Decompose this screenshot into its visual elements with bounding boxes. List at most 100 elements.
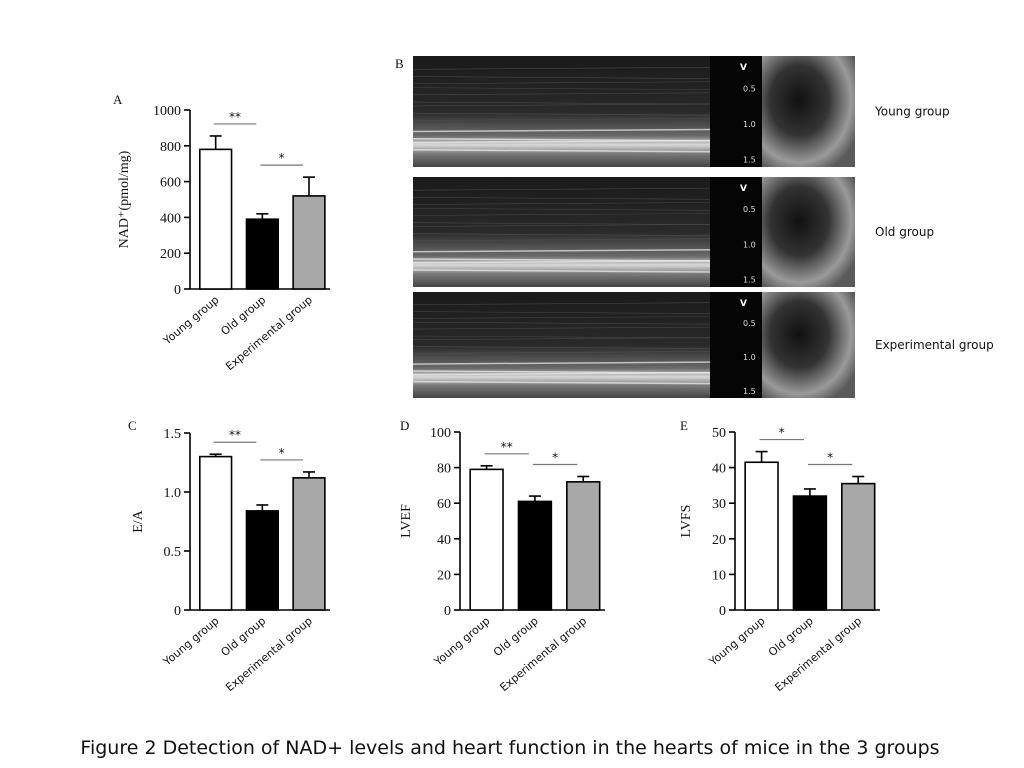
x-tick-label: Experimental group	[223, 614, 315, 694]
y-tick-label: 40	[437, 533, 451, 548]
panel-label: D	[400, 418, 409, 433]
image-texture	[412, 321, 711, 325]
x-tick-label: Young group	[160, 293, 222, 348]
bar	[841, 482, 876, 611]
y-tick-label: 0	[444, 604, 451, 619]
y-axis-label: LVFS	[679, 505, 694, 538]
bar	[744, 461, 779, 611]
x-tick-label: Young group	[706, 614, 768, 669]
y-tick-label: 0	[174, 283, 181, 298]
image-texture	[412, 101, 711, 105]
y-tick-label: 200	[160, 247, 181, 262]
image-texture	[412, 269, 711, 273]
x-tick-label: Experimental group	[223, 293, 315, 373]
image-texture	[412, 346, 711, 349]
bar	[245, 218, 279, 290]
y-tick-label: 0	[719, 604, 726, 619]
image-texture	[412, 380, 711, 385]
b-mode-image	[762, 292, 855, 398]
scale-label: 1.5	[743, 387, 756, 396]
significance-label: *	[552, 451, 558, 465]
b-mode-image	[762, 56, 855, 167]
y-tick-label: 600	[160, 176, 181, 191]
image-texture	[412, 202, 711, 205]
image-texture	[412, 335, 711, 339]
bar	[469, 468, 504, 611]
image-texture	[412, 238, 711, 242]
m-mode-image	[413, 56, 710, 167]
y-tick-label: 800	[160, 140, 181, 155]
y-tick-label: 20	[437, 568, 451, 583]
significance-label: **	[229, 428, 241, 442]
image-texture	[412, 112, 711, 116]
image-texture	[412, 208, 711, 211]
panel-label: E	[680, 418, 688, 433]
x-tick-label: Old group	[766, 614, 816, 659]
y-tick-label: 0.5	[164, 545, 182, 560]
image-texture	[412, 249, 711, 253]
image-texture	[412, 81, 711, 85]
bar	[292, 195, 326, 290]
y-tick-label: 1.0	[164, 486, 182, 501]
panel-label: B	[395, 56, 404, 71]
image-texture	[412, 316, 711, 319]
significance-label: *	[779, 426, 785, 440]
image-texture	[412, 149, 711, 153]
y-tick-label: 400	[160, 211, 181, 226]
image-texture	[412, 92, 711, 96]
scale-label: V	[740, 299, 747, 309]
significance-label: *	[279, 151, 285, 165]
row-label: Experimental group	[875, 338, 994, 352]
scale-label: 1.0	[743, 353, 756, 362]
bar	[292, 477, 326, 611]
image-texture	[412, 197, 711, 200]
x-tick-label: Young group	[160, 614, 222, 669]
bar	[199, 148, 233, 290]
image-texture	[412, 87, 711, 90]
image-texture	[412, 351, 711, 354]
echo-panel: V 0.5 1.0 1.5 Young group V 0.5 1.0 1.5 Old group…	[412, 56, 994, 398]
image-texture	[412, 224, 711, 227]
bar	[245, 510, 279, 611]
image-texture	[412, 302, 711, 306]
image-texture	[412, 123, 711, 127]
image-texture	[412, 311, 711, 314]
m-mode-image	[413, 177, 710, 287]
scale-label: 1.5	[743, 156, 756, 165]
y-tick-label: 1000	[153, 104, 181, 119]
scale-label: 1.0	[743, 240, 756, 249]
x-tick-label: Young group	[431, 614, 493, 669]
y-tick-label: 80	[437, 462, 451, 477]
significance-label: **	[501, 440, 513, 454]
caption: Figure 2 Detection of NAD+ levels and he…	[80, 737, 939, 759]
panel-label: A	[113, 92, 123, 107]
image-texture	[412, 103, 711, 107]
image-texture	[412, 371, 711, 376]
scale-strip	[710, 177, 762, 287]
panel-label: C	[128, 418, 137, 433]
x-tick-label: Experimental group	[497, 614, 589, 694]
x-tick-label: Old group	[491, 614, 541, 659]
y-tick-label: 20	[712, 533, 726, 548]
y-tick-label: 1.5	[164, 427, 182, 442]
bar	[792, 495, 828, 611]
bar	[199, 455, 233, 611]
bar	[566, 481, 601, 611]
image-texture	[412, 244, 711, 247]
scale-strip	[710, 292, 762, 398]
y-tick-label: 60	[437, 497, 451, 512]
y-tick-label: 0	[174, 604, 181, 619]
y-axis-label: LVEF	[399, 504, 414, 538]
scale-label: 1.0	[743, 120, 756, 129]
image-texture	[412, 187, 711, 191]
image-texture	[412, 67, 711, 70]
x-tick-label: Experimental group	[772, 614, 864, 694]
significance-label: **	[229, 110, 241, 124]
m-mode-image	[413, 292, 710, 398]
y-tick-label: 40	[712, 462, 726, 477]
scale-label: 0.5	[743, 85, 756, 94]
image-texture	[412, 356, 711, 360]
scale-label: V	[740, 63, 747, 73]
y-tick-label: 10	[712, 568, 726, 583]
image-texture	[412, 233, 711, 236]
